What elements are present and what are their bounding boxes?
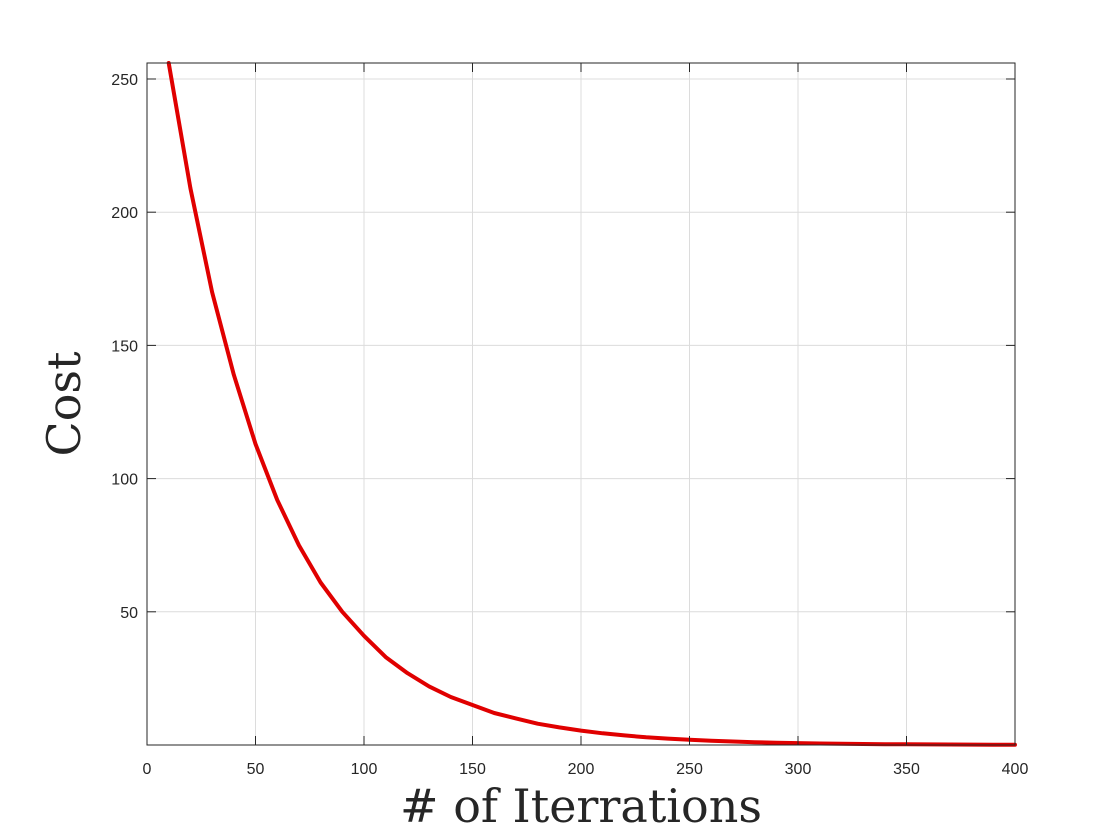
cost-series xyxy=(166,61,1017,747)
x-tick-label: 250 xyxy=(676,761,703,778)
x-tick-label: 200 xyxy=(568,761,595,778)
y-tick-label: 150 xyxy=(111,338,138,355)
y-axis-title: Cost xyxy=(37,351,91,456)
x-tick-label: 350 xyxy=(893,761,920,778)
x-tick-label: 150 xyxy=(459,761,486,778)
y-tick-label: 50 xyxy=(120,605,138,622)
x-axis-title: # of Iterrations xyxy=(400,779,762,833)
x-tick-label: 300 xyxy=(785,761,812,778)
grid-lines xyxy=(147,63,1015,745)
x-tick-label: 400 xyxy=(1002,761,1029,778)
y-tick-label: 200 xyxy=(111,205,138,222)
x-tick-label: 0 xyxy=(143,761,152,778)
y-tick-label: 250 xyxy=(111,72,138,89)
x-tick-label: 100 xyxy=(351,761,378,778)
y-tick-label: 100 xyxy=(111,472,138,489)
axis-ticks: 0 50 100 150 200 250 300 350 400 50 100 150 200 250 xyxy=(111,63,1028,778)
cost-curve xyxy=(166,61,1017,747)
x-tick-label: 50 xyxy=(247,761,265,778)
